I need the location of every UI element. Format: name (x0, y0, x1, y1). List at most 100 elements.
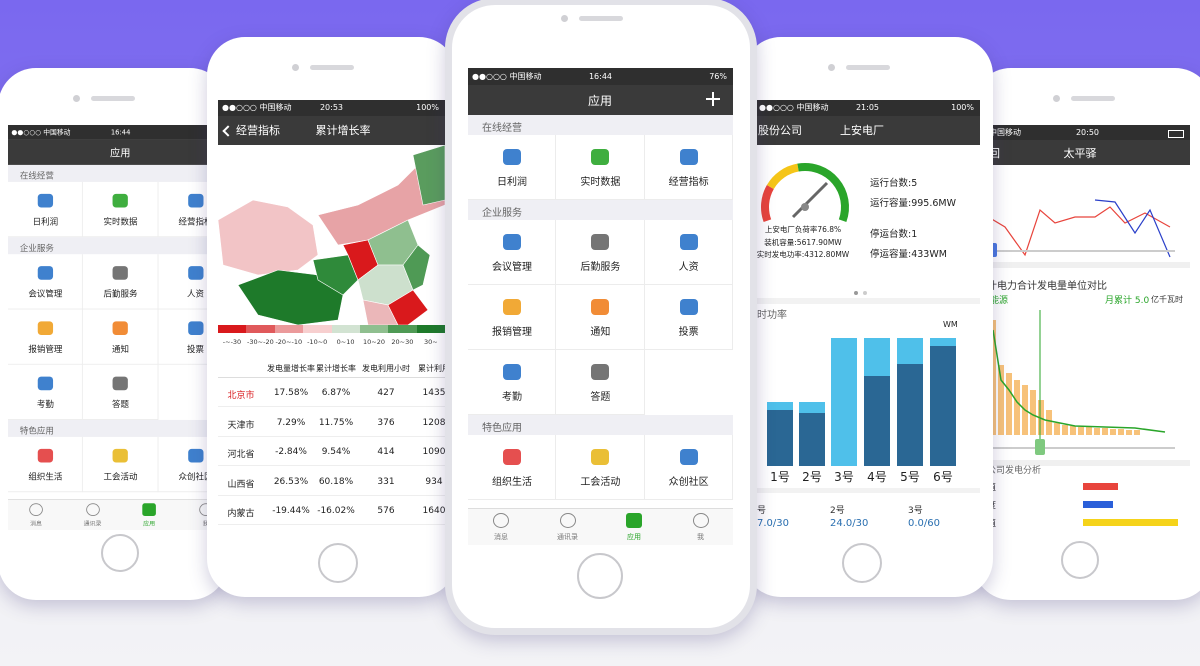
section-header (468, 415, 733, 435)
app-cell[interactable]: 投票 (158, 309, 220, 365)
battery: 100% (951, 103, 974, 112)
tab-label: 应用 (143, 520, 156, 528)
app-icon (503, 299, 521, 315)
table-cell: 河北省 (227, 450, 255, 460)
app-cell[interactable]: 工会活动 (83, 436, 159, 493)
app-cell[interactable]: 报销管理 (468, 285, 557, 350)
table-cell: -19.44% (272, 506, 310, 516)
legend-swatch (331, 325, 360, 333)
map-region (317, 149, 445, 246)
column-header: 累计增长率 (316, 364, 356, 373)
app-cell[interactable]: 投票 (644, 285, 733, 350)
home-button[interactable] (577, 553, 623, 599)
monthly-total: 月累计 5.0 (1105, 296, 1150, 306)
tab-label: 我 (202, 520, 209, 528)
unit-name: 3号 (908, 506, 923, 516)
app-label: 组织生活 (492, 477, 532, 488)
app-cell[interactable]: 后勤服务 (83, 254, 159, 310)
app-label: 会议管理 (28, 289, 63, 300)
stat-text: 运行容量:995.6MW (870, 198, 956, 209)
bar-shape (1014, 380, 1020, 435)
camera (1053, 95, 1060, 102)
tab-label: 我 (697, 533, 704, 541)
app-icon (679, 149, 698, 165)
speaker (1071, 96, 1115, 101)
status-bar (468, 68, 733, 85)
app-cell[interactable]: 组织生活 (468, 435, 557, 500)
app-cell[interactable]: 后勤服务 (556, 220, 645, 285)
app-cell[interactable]: 人资 (644, 220, 733, 285)
graphic (218, 145, 445, 325)
table-cell: 9.54% (321, 447, 351, 457)
unit-name: 号 (757, 506, 767, 516)
bar (767, 402, 793, 410)
table-cell: 1640 (422, 506, 445, 516)
nav-bar (468, 85, 733, 115)
battery-icon (1168, 129, 1184, 138)
gauge-arc (761, 185, 774, 223)
app-cell[interactable]: 会议管理 (468, 220, 557, 285)
tab-icon[interactable] (85, 503, 100, 516)
app-label: 报销管理 (492, 327, 532, 338)
home-button[interactable] (1061, 541, 1099, 579)
app-icon (112, 266, 129, 280)
section-title: 公司发电分析 (987, 466, 1042, 476)
app-cell[interactable]: 考勤 (468, 350, 557, 415)
app-cell[interactable]: 会议管理 (8, 254, 84, 310)
tab-bar (8, 499, 220, 530)
tab-icon[interactable] (559, 513, 576, 528)
screen: ●●○○○ 中国移动 21:05 100% 股份公司 上安电厂 上安电厂负荷率76.8% 装… (755, 100, 980, 535)
app-cell[interactable]: 实时数据 (83, 181, 159, 238)
nav-title: 累计增长率 (315, 124, 371, 137)
app-cell[interactable]: 日利润 (8, 181, 84, 238)
map-region (412, 145, 445, 206)
gauge-arc (797, 163, 849, 223)
app-cell[interactable]: 众创社区 (158, 437, 220, 493)
map-region (218, 199, 319, 276)
table-cell: 26.53% (273, 476, 309, 487)
slider-handle (1035, 439, 1045, 455)
app-cell[interactable]: 报销管理 (8, 309, 84, 365)
home-button[interactable] (101, 534, 139, 572)
app-cell[interactable]: 经营指标 (158, 182, 220, 238)
app-cell[interactable]: 实时数据 (556, 135, 645, 200)
app-cell[interactable]: 通知 (83, 309, 159, 365)
tab-icon[interactable] (626, 513, 642, 528)
app-cell[interactable]: 日利润 (468, 135, 557, 200)
app-cell[interactable]: 工会活动 (556, 435, 645, 500)
map-region (402, 244, 431, 291)
app-cell[interactable]: 通知 (556, 285, 645, 350)
home-button[interactable] (842, 543, 882, 583)
tab-icon[interactable] (493, 513, 509, 528)
app-cell[interactable]: 众创社区 (644, 435, 733, 500)
section-title: 计电力合计发电量单位对比 (987, 281, 1107, 292)
trend-line (985, 206, 1171, 257)
app-icon (591, 449, 610, 465)
page-dot (863, 291, 867, 295)
add-button[interactable] (706, 92, 720, 106)
app-cell[interactable]: 组织生活 (8, 436, 84, 493)
app-label: 报销管理 (28, 345, 63, 355)
bar (930, 346, 956, 466)
bar-shape (1062, 425, 1068, 435)
app-cell[interactable]: 考勤 (8, 364, 84, 420)
bar-shape (1134, 430, 1140, 435)
app-cell[interactable]: 答题 (83, 364, 159, 420)
unit-ratio: 0.0/60 (908, 518, 940, 529)
tab-icon[interactable] (692, 513, 709, 528)
status-bar (8, 125, 220, 140)
app-cell[interactable]: 答题 (556, 350, 645, 415)
stat-text: 运行台数:5 (870, 178, 918, 189)
app-label: 投票 (678, 327, 699, 338)
tab-icon[interactable] (29, 503, 43, 516)
app-cell[interactable]: 经营指标 (644, 135, 733, 200)
app-cell[interactable]: 人资 (158, 254, 220, 310)
home-button[interactable] (318, 543, 358, 583)
section-title: 特色应用 (19, 426, 54, 437)
tab-icon[interactable] (142, 503, 156, 516)
legend-swatch (388, 325, 417, 333)
map-region (237, 269, 344, 325)
legend-label: 能源 (990, 296, 1009, 306)
